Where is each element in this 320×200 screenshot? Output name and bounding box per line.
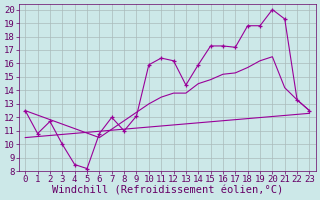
X-axis label: Windchill (Refroidissement éolien,°C): Windchill (Refroidissement éolien,°C) (52, 186, 283, 196)
